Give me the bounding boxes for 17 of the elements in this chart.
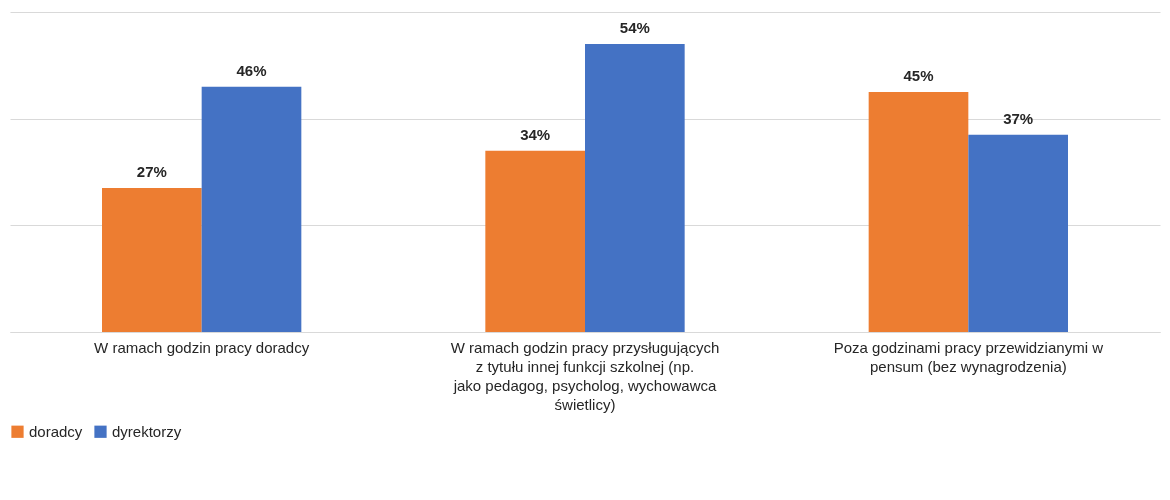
data-label: 46% [236, 61, 267, 79]
data-label: 34% [520, 125, 551, 143]
bar [585, 44, 685, 332]
legend-label: doradcy [29, 422, 83, 440]
bar [201, 86, 302, 332]
bar [868, 92, 969, 332]
x-tick-label: W ramach godzin pracy doradcy [94, 338, 310, 356]
data-label: 37% [1003, 109, 1034, 127]
x-tick-label: Poza godzinami pracy przewidzianymi w pensum (bez wynagrodzenia) [833, 338, 1104, 375]
bar [102, 188, 202, 332]
legend-label: dyrektorzy [112, 422, 182, 440]
bar [968, 134, 1068, 332]
bar [485, 150, 585, 332]
data-label: 54% [619, 19, 650, 36]
x-tick-label: W ramach godzin pracy przysługujących z tytułu innej funkcji szkolnej (np. jako pedagog, psycholog, wychowawca świetlicy) [450, 338, 720, 413]
data-label: 27% [136, 163, 167, 180]
data-label: 45% [903, 67, 934, 84]
